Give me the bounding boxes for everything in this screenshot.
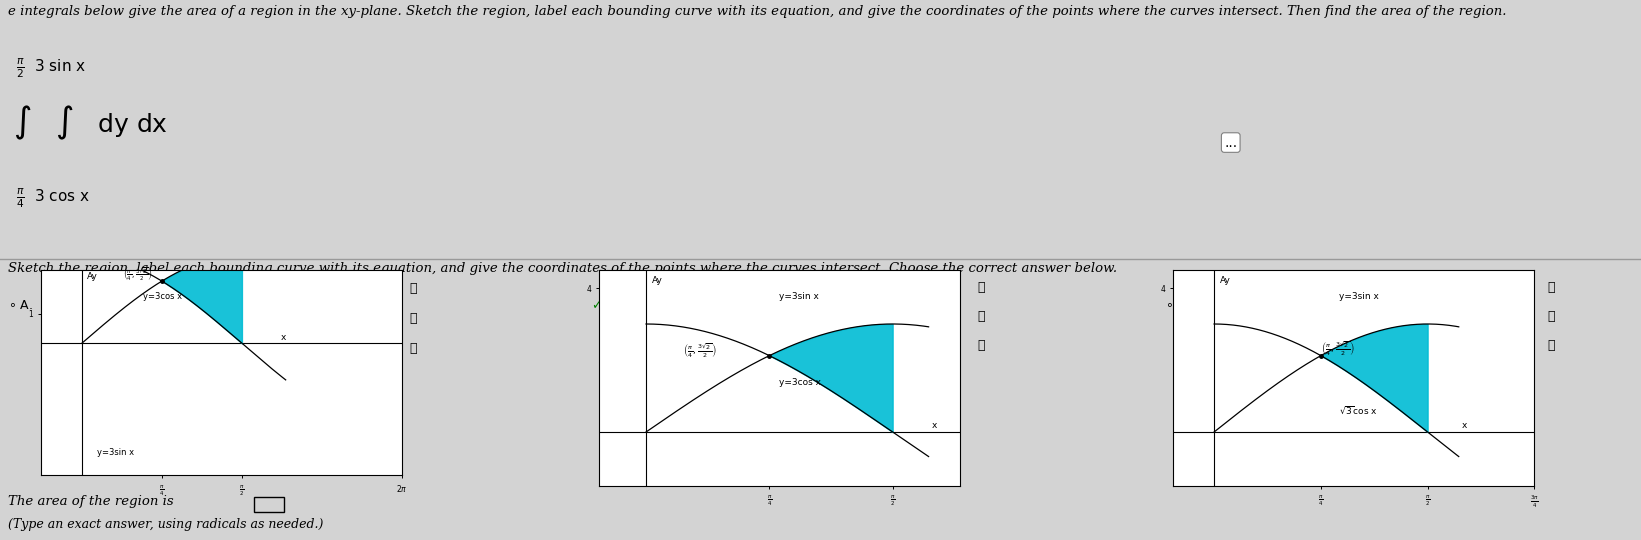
Text: Sketch the region, label each bounding curve with its equation, and give the coo: Sketch the region, label each bounding c…: [8, 262, 1118, 275]
Text: $\frac{\pi}{4}$  3 cos x: $\frac{\pi}{4}$ 3 cos x: [16, 187, 90, 210]
Text: The area of the region is: The area of the region is: [8, 495, 174, 508]
Text: y=3sin x: y=3sin x: [779, 292, 819, 301]
Text: (Type an exact answer, using radicals as needed.): (Type an exact answer, using radicals as…: [8, 517, 323, 530]
Text: $\circ$ C.: $\circ$ C.: [1165, 299, 1190, 312]
Text: x: x: [1462, 421, 1467, 430]
Text: 🔎: 🔎: [410, 312, 417, 325]
Text: Ay: Ay: [653, 275, 663, 285]
Text: x: x: [281, 333, 286, 342]
Text: 🔎: 🔎: [978, 310, 985, 323]
Text: 🔎: 🔎: [1547, 310, 1554, 323]
Text: y=3sin x: y=3sin x: [97, 448, 135, 457]
Text: y=3cos x: y=3cos x: [779, 378, 822, 387]
Bar: [254, 497, 284, 512]
Text: ⤢: ⤢: [978, 339, 985, 352]
Text: ⤢: ⤢: [1547, 339, 1554, 352]
Text: ...: ...: [1224, 136, 1237, 150]
Text: y=3cos x: y=3cos x: [143, 292, 182, 301]
Text: 🔍: 🔍: [1547, 281, 1554, 294]
Text: Ay: Ay: [87, 272, 98, 281]
Text: Ay: Ay: [1219, 275, 1231, 285]
Text: x: x: [932, 421, 937, 430]
Text: 🔍: 🔍: [978, 281, 985, 294]
Text: $\sqrt{3}$cos x: $\sqrt{3}$cos x: [1339, 404, 1378, 416]
Text: $\left(\frac{\pi}{4},\frac{3\sqrt{2}}{2}\right)$: $\left(\frac{\pi}{4},\frac{3\sqrt{2}}{2}…: [683, 341, 717, 360]
Text: 🔍: 🔍: [410, 282, 417, 295]
Text: $\frac{\pi}{2}$  3 sin x: $\frac{\pi}{2}$ 3 sin x: [16, 57, 87, 80]
Text: $\circ$ A.: $\circ$ A.: [8, 299, 33, 312]
Text: $\int$   $\int$   dy dx: $\int$ $\int$ dy dx: [13, 104, 167, 142]
Text: $\left(\frac{\pi}{4},\frac{3\sqrt{2}}{2}\right)$: $\left(\frac{\pi}{4},\frac{3\sqrt{2}}{2}…: [1321, 340, 1355, 358]
Text: ⤢: ⤢: [410, 342, 417, 355]
Text: $\left(\frac{\pi}{4},\frac{3\sqrt{2}}{2}\right)$: $\left(\frac{\pi}{4},\frac{3\sqrt{2}}{2}…: [123, 265, 153, 282]
Text: e integrals below give the area of a region in the xy-plane. Sketch the region, : e integrals below give the area of a reg…: [8, 5, 1506, 18]
Text: $\checkmark$ B.: $\checkmark$ B.: [591, 299, 620, 312]
Text: y=3sin x: y=3sin x: [1339, 292, 1378, 301]
